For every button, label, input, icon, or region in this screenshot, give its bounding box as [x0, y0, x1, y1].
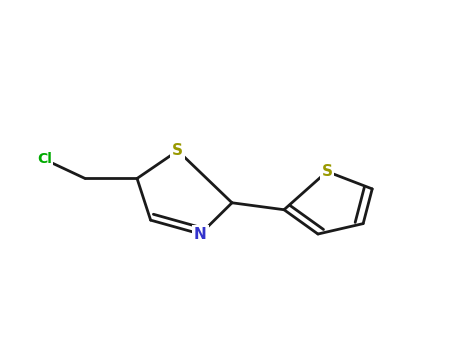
Text: N: N [194, 226, 207, 242]
Text: S: S [172, 143, 183, 158]
Text: S: S [322, 164, 333, 179]
Text: Cl: Cl [37, 152, 52, 166]
